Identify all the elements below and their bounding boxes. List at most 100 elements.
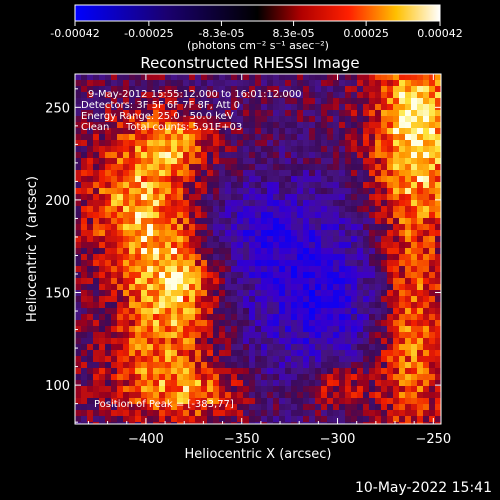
heatmap-cell [339,248,345,254]
heatmap-cell [405,410,411,416]
heatmap-cell [123,284,129,290]
heatmap-cell [141,248,147,254]
heatmap-cell [435,212,441,218]
heatmap-cell [123,308,129,314]
heatmap-cell [75,176,81,182]
heatmap-cell [321,332,327,338]
heatmap-cell [219,242,225,248]
heatmap-cell [249,86,255,92]
heatmap-cell [129,116,135,122]
heatmap-cell [249,410,255,416]
heatmap-cell [201,392,207,398]
heatmap-cell [327,212,333,218]
heatmap-cell [435,86,441,92]
heatmap-cell [129,254,135,260]
heatmap-cell [423,266,429,272]
heatmap-cell [111,152,117,158]
heatmap-cell [255,104,261,110]
heatmap-cell [393,404,399,410]
heatmap-cell [189,224,195,230]
heatmap-cell [81,278,87,284]
heatmap-cell [291,122,297,128]
heatmap-cell [237,140,243,146]
heatmap-cell [273,206,279,212]
heatmap-cell [135,410,141,416]
heatmap-cell [303,152,309,158]
heatmap-cell [183,206,189,212]
heatmap-cell [165,170,171,176]
heatmap-cell [261,74,267,80]
heatmap-cell [207,218,213,224]
heatmap-cell [357,284,363,290]
heatmap-cell [393,80,399,86]
heatmap-cell [411,308,417,314]
heatmap-cell [309,116,315,122]
heatmap-cell [183,290,189,296]
heatmap-cell [177,356,183,362]
heatmap-cell [279,164,285,170]
heatmap-cell [117,194,123,200]
heatmap-cell [153,176,159,182]
heatmap-cell [387,200,393,206]
heatmap-cell [207,320,213,326]
heatmap-cell [381,224,387,230]
heatmap-cell [309,392,315,398]
heatmap-cell [99,182,105,188]
heatmap-cell [87,416,93,422]
heatmap-cell [345,386,351,392]
heatmap-cell [207,398,213,404]
heatmap-cell [399,164,405,170]
heatmap-cell [117,236,123,242]
heatmap-cell [285,278,291,284]
heatmap-cell [375,404,381,410]
heatmap-cell [219,284,225,290]
heatmap-cell [279,314,285,320]
heatmap-cell [243,140,249,146]
heatmap-cell [75,128,81,134]
heatmap-cell [387,182,393,188]
heatmap-cell [351,236,357,242]
heatmap-cell [195,146,201,152]
heatmap-cell [351,410,357,416]
heatmap-cell [159,386,165,392]
heatmap-cell [195,212,201,218]
heatmap-cell [135,404,141,410]
heatmap-cell [363,104,369,110]
heatmap-cell [237,146,243,152]
heatmap-cell [399,152,405,158]
heatmap-cell [291,422,297,424]
heatmap-cell [189,350,195,356]
heatmap-cell [159,368,165,374]
heatmap-cell [237,110,243,116]
heatmap-cell [405,350,411,356]
heatmap-cell [153,368,159,374]
heatmap-cell [315,320,321,326]
heatmap-cell [141,140,147,146]
heatmap-cell [237,398,243,404]
heatmap-cell [309,278,315,284]
heatmap-cell [99,224,105,230]
heatmap-cell [423,74,429,80]
heatmap-cell [267,320,273,326]
heatmap-cell [93,398,99,404]
heatmap-cell [405,230,411,236]
heatmap-cell [417,368,423,374]
heatmap-cell [207,302,213,308]
heatmap-cell [393,104,399,110]
heatmap-cell [153,170,159,176]
heatmap-cell [135,284,141,290]
heatmap-cell [351,386,357,392]
heatmap-cell [129,218,135,224]
heatmap-cell [165,134,171,140]
heatmap-cell [267,242,273,248]
heatmap-cell [207,344,213,350]
heatmap-cell [381,128,387,134]
heatmap-cell [231,230,237,236]
heatmap-cell [231,224,237,230]
heatmap-cell [165,278,171,284]
heatmap-cell [201,380,207,386]
heatmap-cell [369,362,375,368]
heatmap-cell [153,212,159,218]
heatmap-cell [141,278,147,284]
heatmap-cell [177,152,183,158]
